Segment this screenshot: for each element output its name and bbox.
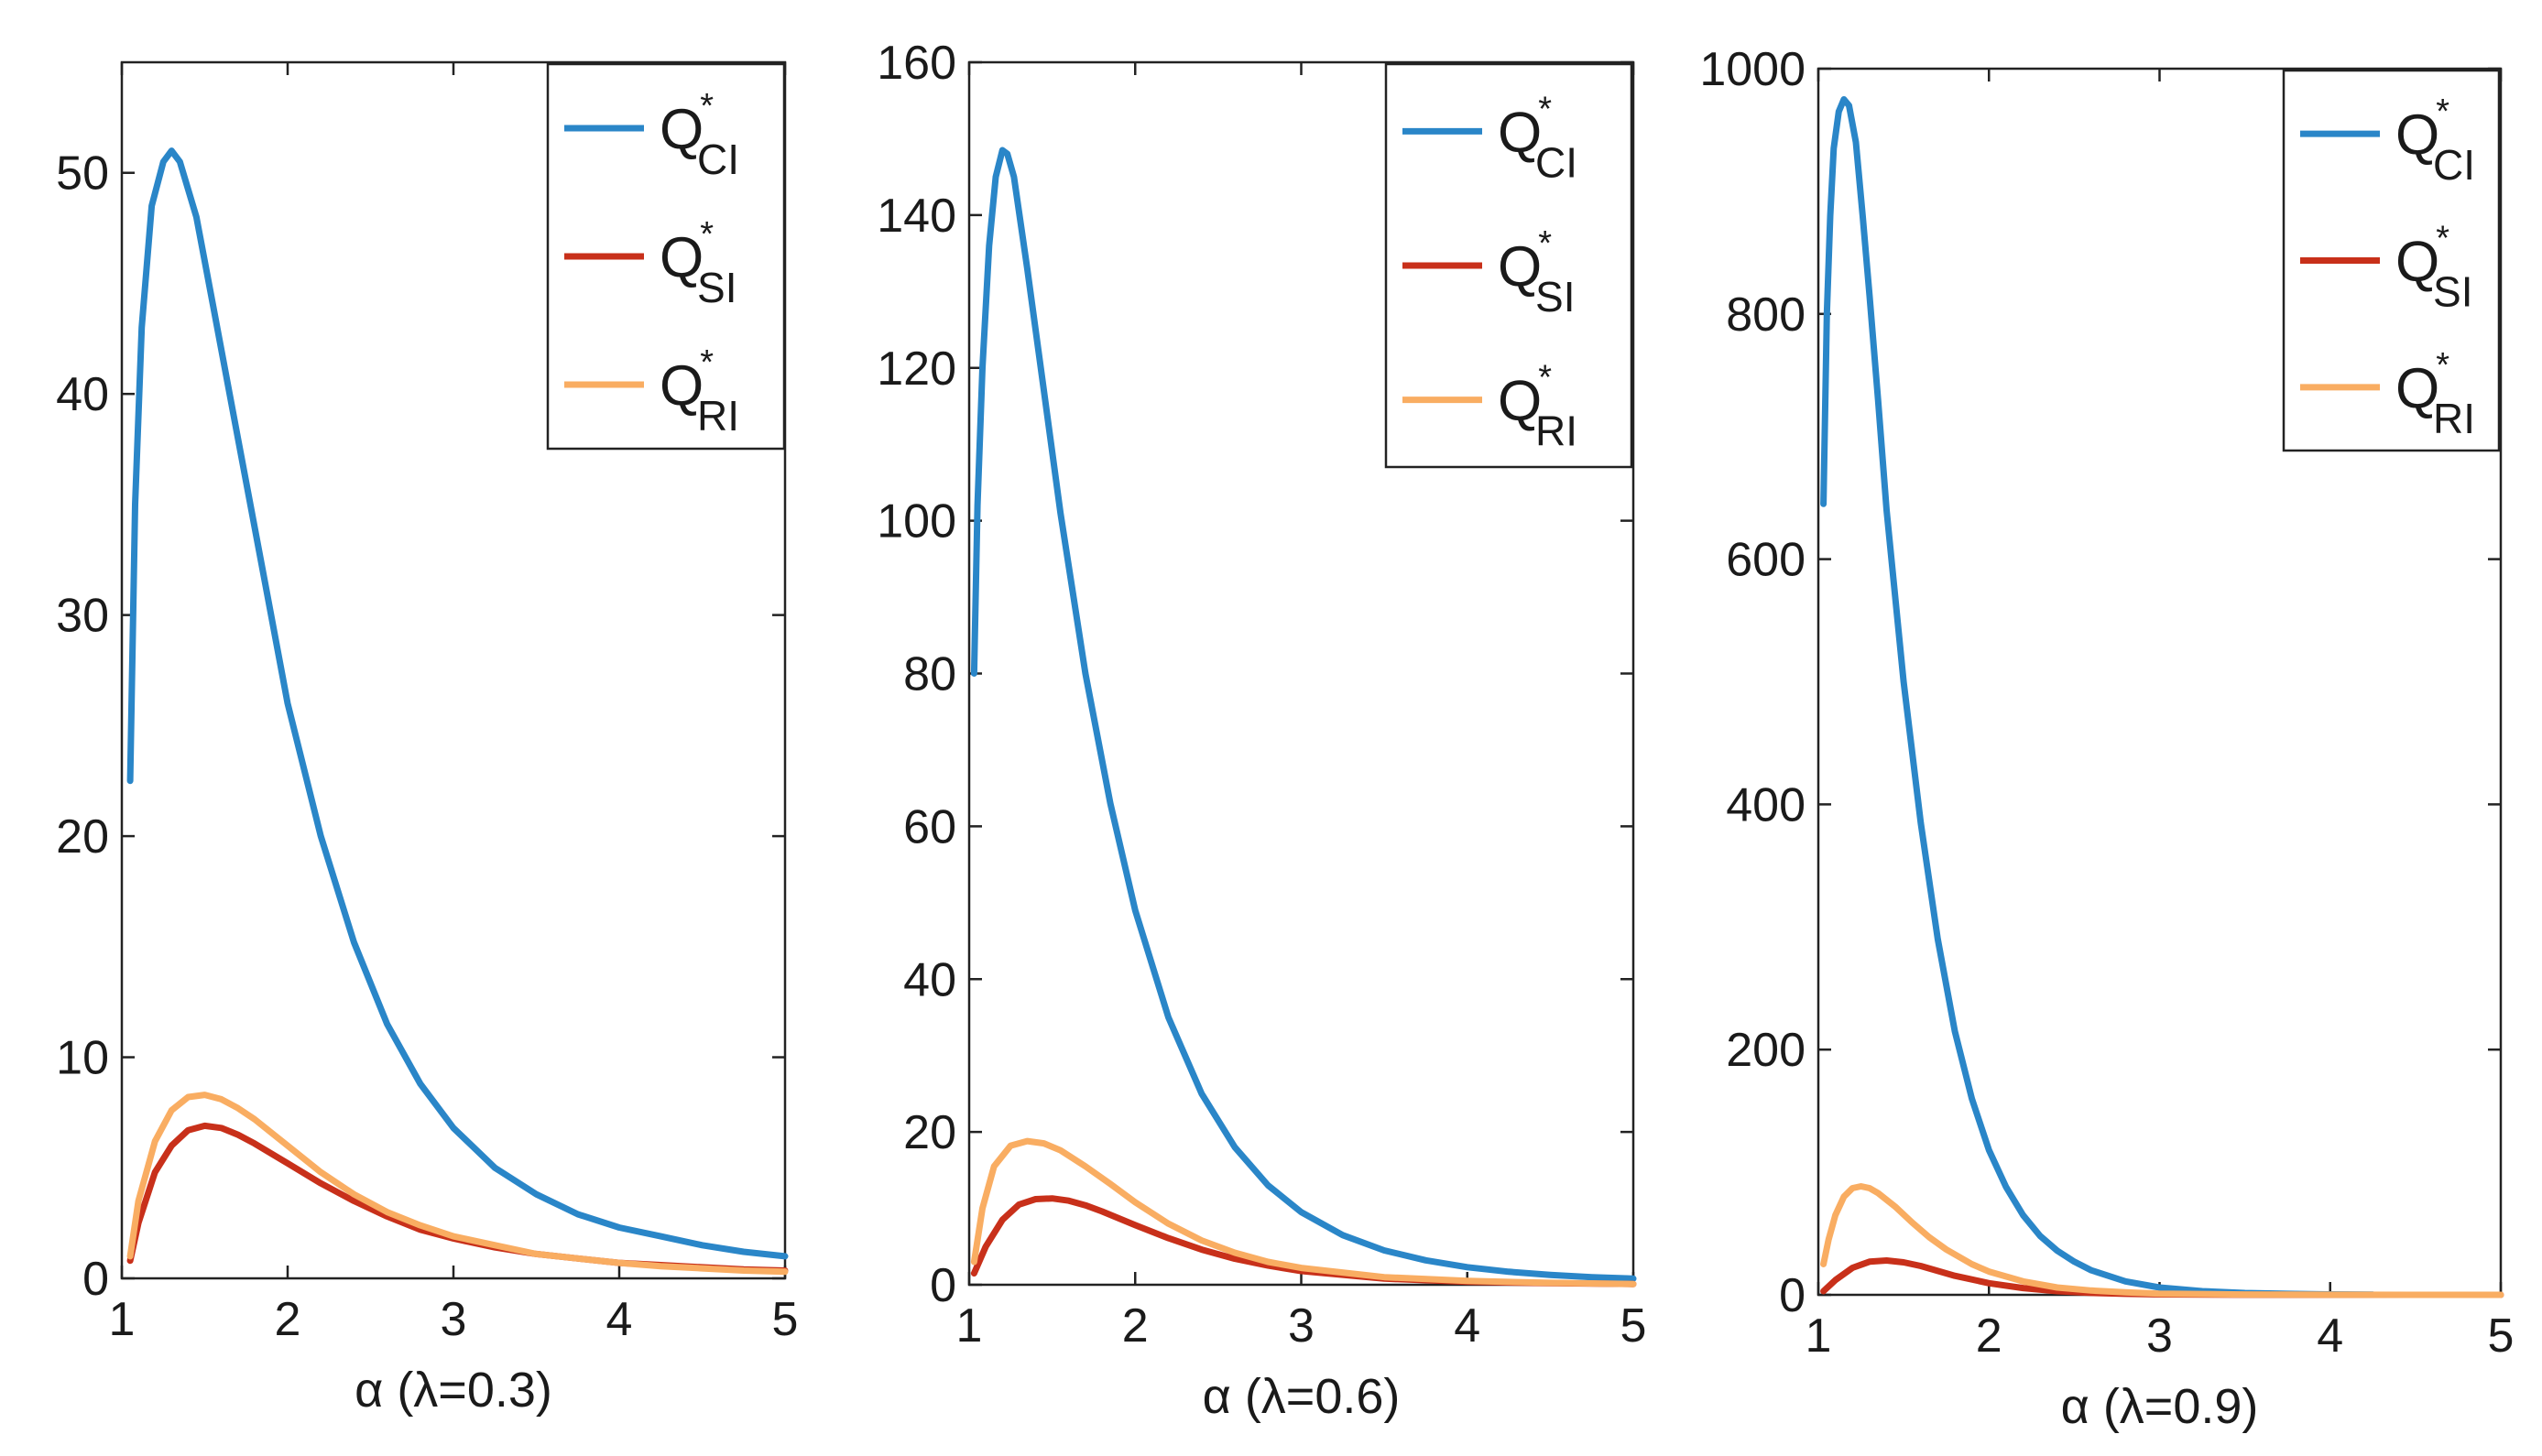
legend: Q* CI Q* SI Q* RI <box>2282 69 2501 452</box>
y-tick-label: 80 <box>903 648 956 701</box>
x-tick-label: 5 <box>772 1293 799 1346</box>
x-tick-label: 2 <box>275 1293 301 1346</box>
legend-label-q-ci: Q* CI <box>1498 90 1577 186</box>
x-tick-label: 4 <box>2317 1309 2343 1363</box>
series-line-q-ri <box>970 1137 1637 1288</box>
x-tick-label: 1 <box>109 1293 136 1346</box>
legend-label-q-ci: Q* CI <box>2395 92 2475 189</box>
y-tick-label: 1000 <box>1699 43 1806 96</box>
y-tick-label: 160 <box>877 37 956 90</box>
x-tick-label: 4 <box>606 1293 633 1346</box>
x-tick-label: 5 <box>1620 1299 1647 1353</box>
x-axis-label: α (λ=0.9) <box>2061 1379 2259 1434</box>
series-line-q-ci <box>126 147 789 1260</box>
x-tick-label: 1 <box>956 1299 983 1353</box>
legend-label-q-ri: Q* RI <box>1498 359 1577 455</box>
y-tick-label: 20 <box>903 1106 956 1159</box>
x-tick-label: 2 <box>1122 1299 1149 1353</box>
y-tick-label: 40 <box>903 953 956 1006</box>
x-tick-label: 5 <box>2488 1309 2515 1363</box>
y-tick-label: 0 <box>930 1259 956 1312</box>
y-tick-label: 120 <box>877 342 956 396</box>
y-tick-label: 40 <box>56 368 109 421</box>
legend: Q* CI Q* SI Q* RI <box>1384 62 1633 469</box>
legend-label-q-ci: Q* CI <box>660 87 739 183</box>
series-line-q-ci <box>1820 96 2376 1298</box>
x-tick-label: 3 <box>2146 1309 2173 1363</box>
legend-label-q-si: Q* SI <box>2395 220 2473 316</box>
y-tick-label: 0 <box>82 1253 109 1306</box>
legend: Q* CI Q* SI Q* RI <box>546 62 786 451</box>
y-tick-label: 30 <box>56 590 109 643</box>
series-line-q-ri <box>126 1092 789 1276</box>
legend-label-q-ri: Q* RI <box>2395 346 2475 442</box>
x-tick-label: 3 <box>441 1293 467 1346</box>
y-tick-label: 60 <box>903 800 956 853</box>
y-tick-label: 140 <box>877 190 956 243</box>
x-tick-label: 4 <box>1454 1299 1480 1353</box>
y-tick-label: 20 <box>56 810 109 864</box>
x-axis-label: α (λ=0.6) <box>1203 1369 1401 1424</box>
x-tick-label: 3 <box>1288 1299 1315 1353</box>
y-tick-label: 10 <box>56 1032 109 1085</box>
y-tick-label: 50 <box>56 147 109 201</box>
legend-label-q-si: Q* SI <box>1498 224 1576 321</box>
y-tick-label: 200 <box>1726 1024 1806 1077</box>
x-tick-label: 2 <box>1976 1309 2002 1363</box>
y-tick-label: 600 <box>1726 534 1806 587</box>
y-tick-label: 0 <box>1779 1269 1806 1322</box>
legend-label-q-si: Q* SI <box>660 215 737 311</box>
y-tick-label: 400 <box>1726 778 1806 831</box>
series-line-q-ci <box>970 147 1637 1282</box>
y-tick-label: 100 <box>877 495 956 549</box>
legend-label-q-ri: Q* RI <box>660 343 739 440</box>
x-axis-label: α (λ=0.3) <box>355 1363 552 1418</box>
y-tick-label: 800 <box>1726 288 1806 342</box>
series-line-q-ri <box>1820 1183 2504 1298</box>
x-tick-label: 1 <box>1806 1309 1832 1363</box>
